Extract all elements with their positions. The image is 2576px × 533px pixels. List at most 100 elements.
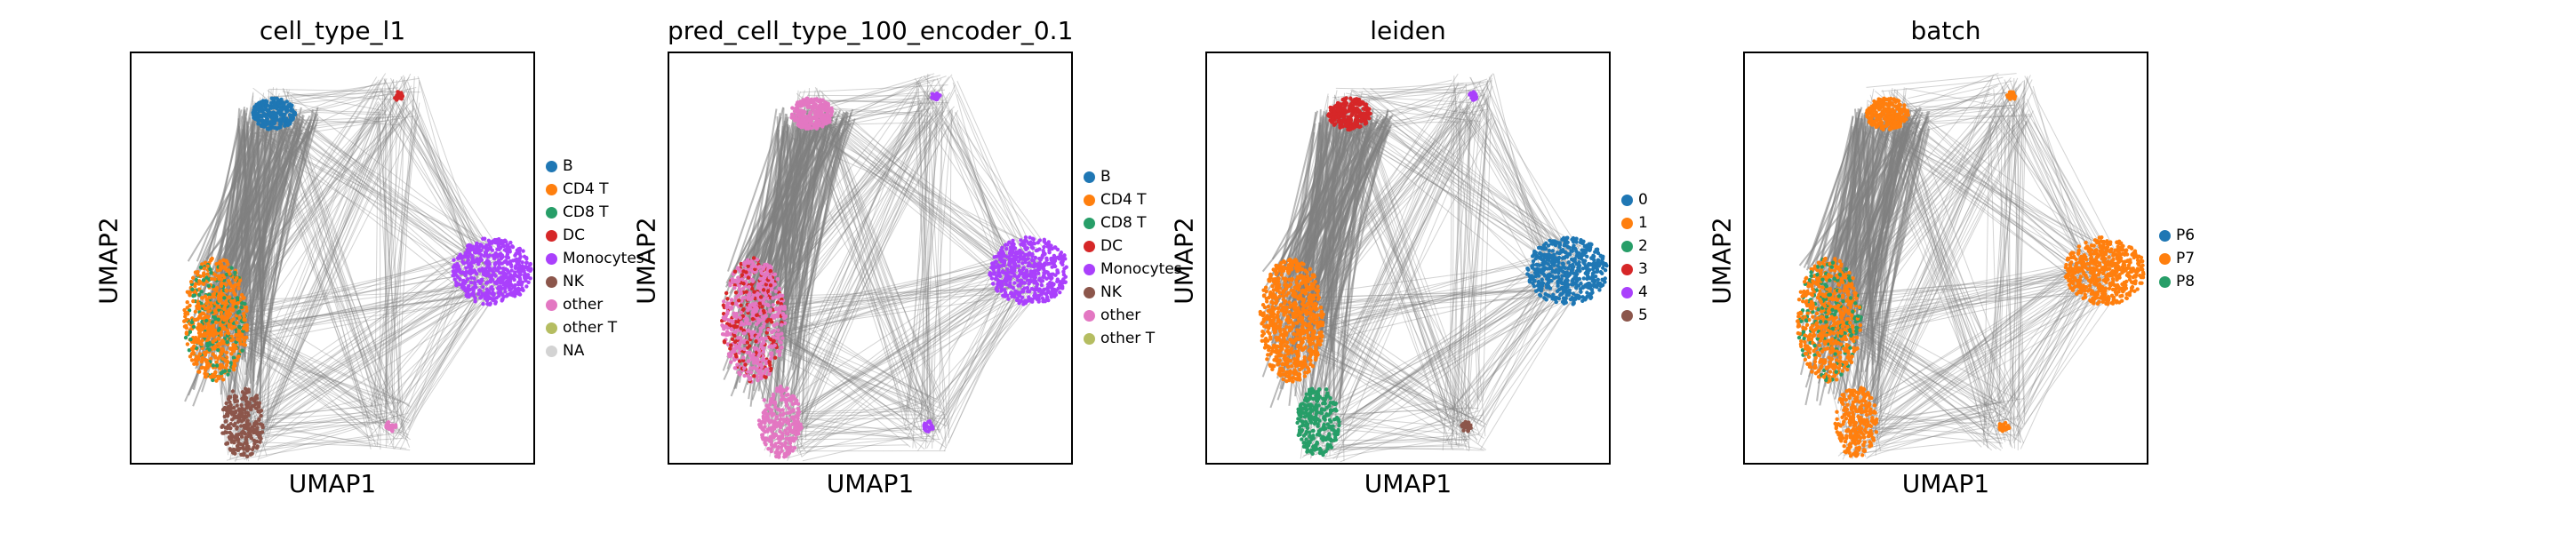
cell-point [1063, 274, 1068, 279]
graph-edge [1368, 139, 1543, 258]
graph-edge [387, 119, 506, 296]
graph-edge [790, 121, 849, 264]
graph-edge [793, 425, 924, 442]
cell-point [228, 400, 232, 404]
cell-point [766, 447, 771, 451]
graph-edge [1363, 78, 1488, 121]
cell-point [763, 420, 767, 426]
cell-point [764, 408, 768, 412]
cell-point [823, 119, 828, 123]
graph-edge [244, 419, 373, 446]
cell-point [1023, 238, 1028, 243]
cell-point [1035, 282, 1040, 287]
cell-point [508, 250, 512, 254]
graph-edge [956, 93, 1028, 266]
cell-point [249, 397, 253, 402]
graph-edge [771, 287, 1035, 442]
graph-edge [242, 437, 404, 449]
cell-point [815, 112, 820, 116]
graph-edge [1297, 294, 1580, 312]
graph-edge [787, 99, 948, 461]
graph-edge [228, 266, 467, 439]
cell-point [1012, 261, 1018, 266]
y-axis-label: UMAP2 [631, 217, 661, 305]
graph-edge [1485, 85, 1573, 262]
cell-point [774, 416, 779, 421]
cell-point [233, 363, 237, 368]
cell-point [452, 273, 457, 277]
graph-edge [294, 115, 483, 263]
graph-edge [196, 109, 243, 326]
cell-point [759, 281, 764, 285]
cell-point [472, 268, 477, 273]
graph-edge [1472, 294, 1549, 402]
cell-point [1042, 244, 1046, 250]
legend-label: other [1100, 306, 1141, 324]
graph-edge [408, 88, 481, 256]
cell-point [777, 286, 782, 291]
cell-point [386, 419, 391, 425]
cell-point [792, 446, 797, 450]
graph-edge [1349, 130, 1546, 292]
cell-point [255, 117, 260, 122]
graph-edge [1482, 94, 1547, 261]
cell-point [204, 314, 208, 318]
graph-edge [253, 85, 412, 435]
graph-edge [404, 107, 506, 259]
cell-point [759, 269, 764, 274]
cell-point [815, 98, 820, 103]
cell-point [262, 120, 267, 125]
cell-point [222, 305, 227, 310]
graph-edge [1330, 260, 1546, 425]
cell-point [748, 344, 752, 348]
graph-edge [1321, 439, 1468, 447]
graph-edge [228, 250, 468, 417]
cell-point [224, 408, 228, 412]
graph-edge [1321, 283, 1570, 412]
cell-point [213, 370, 218, 375]
umap-scatter [182, 73, 533, 462]
cell-point [753, 264, 757, 268]
cell-point [761, 410, 766, 415]
cell-point [263, 114, 268, 118]
graph-edge [905, 125, 950, 424]
legend-swatch [546, 229, 557, 242]
cell-point [757, 301, 762, 306]
cell-point [209, 270, 213, 275]
graph-edge [234, 431, 403, 461]
graph-edge [765, 283, 1027, 336]
cell-point [290, 113, 294, 118]
legend-label: other T [1100, 330, 1156, 347]
cell-point [1032, 242, 1037, 246]
cell-cluster [756, 384, 804, 459]
cell-point [471, 247, 476, 252]
cell-point [779, 340, 783, 345]
cell-point [484, 287, 490, 292]
cell-point [280, 102, 285, 107]
cell-point [479, 252, 484, 257]
cell-point [525, 265, 531, 269]
graph-edge [289, 120, 484, 294]
graph-edge [782, 82, 922, 434]
graph-edge [1320, 265, 1573, 452]
cell-cluster [922, 418, 935, 434]
graph-edge [404, 101, 510, 284]
cell-point [780, 345, 784, 350]
cell-point [799, 104, 804, 108]
graph-edge [1371, 131, 1467, 439]
cell-point [204, 357, 208, 362]
cell-point [780, 408, 785, 412]
cell-point [742, 346, 747, 352]
cell-point [767, 264, 772, 268]
graph-edge [277, 128, 483, 246]
cell-point [772, 329, 777, 333]
graph-edge [1323, 95, 1460, 419]
graph-edge [240, 268, 470, 309]
graph-edge [1476, 296, 1570, 424]
graph-edge [1324, 87, 1488, 458]
graph-edge [765, 418, 947, 420]
graph-edge [770, 112, 932, 442]
cell-point [501, 243, 507, 249]
cell-point [1028, 235, 1032, 240]
cell-point [1005, 266, 1010, 272]
